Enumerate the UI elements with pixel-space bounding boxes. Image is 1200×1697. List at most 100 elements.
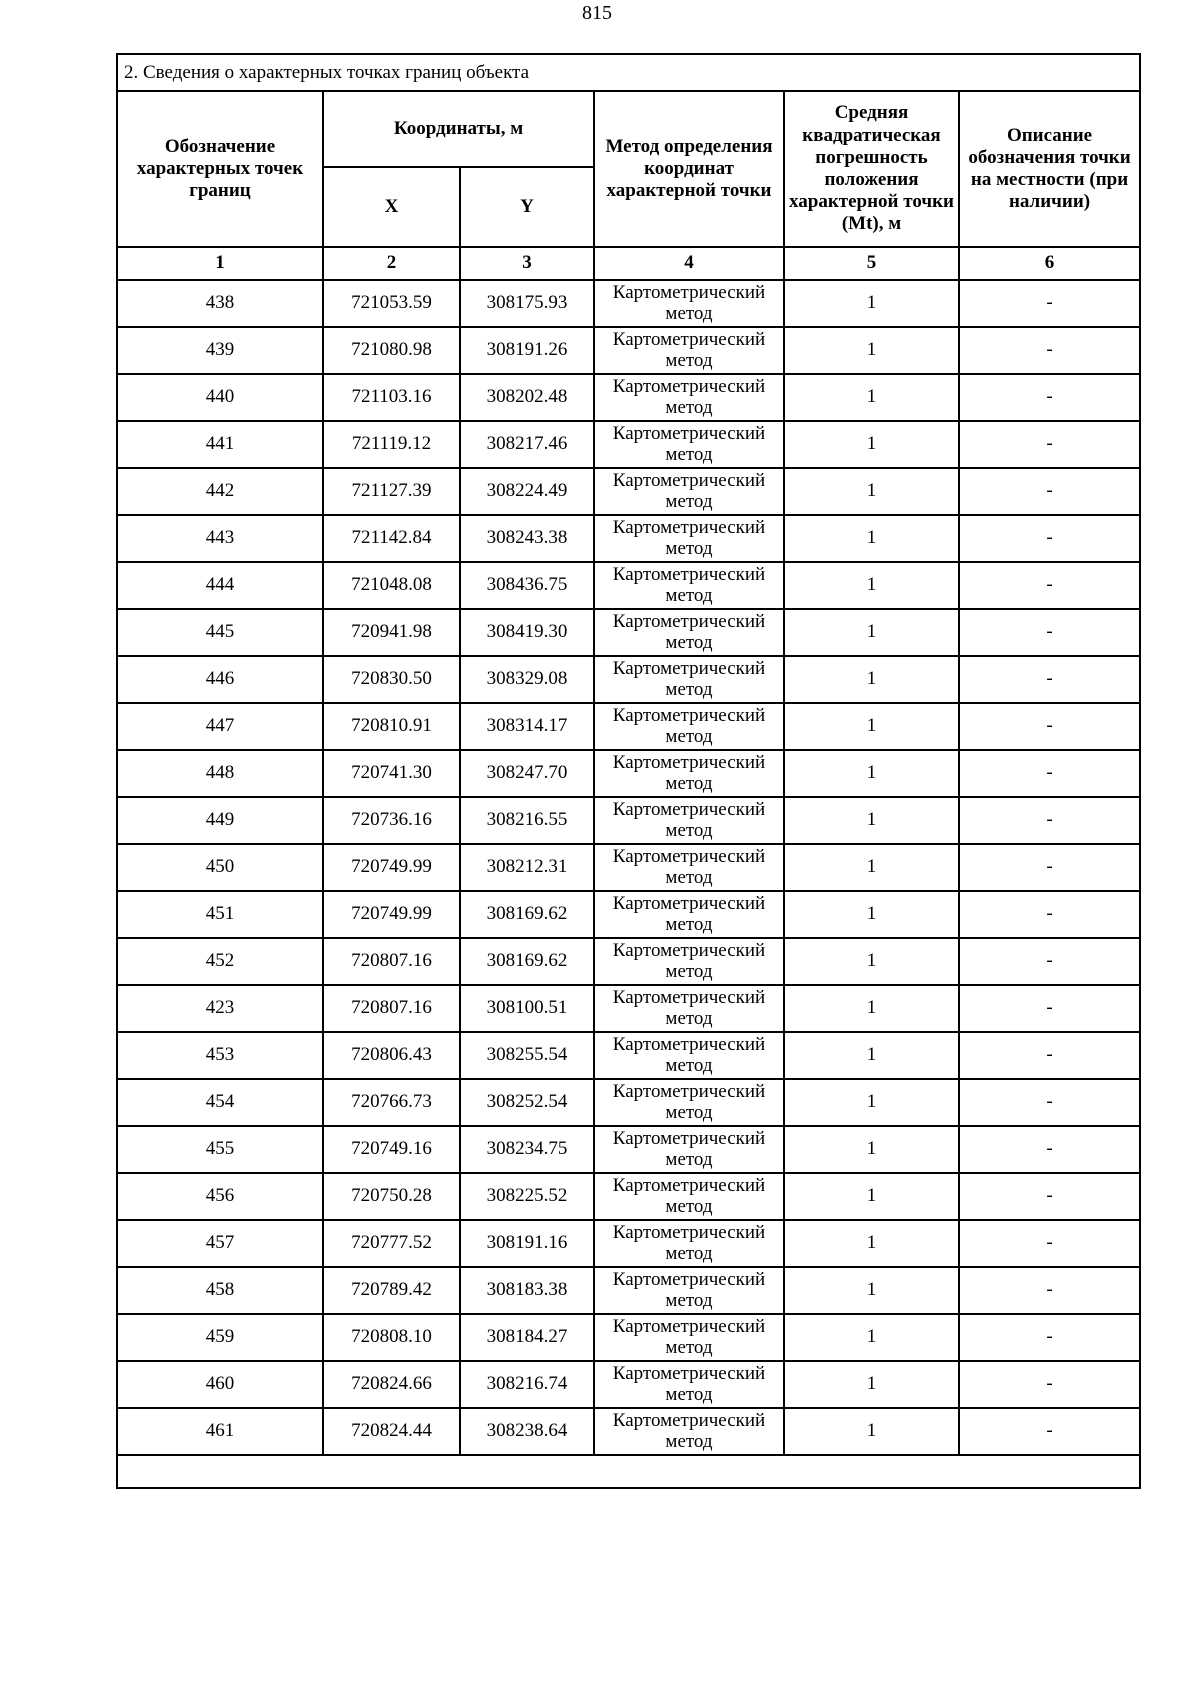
cell-method: Картометрический метод — [593, 1031, 785, 1080]
table-row: 448 720741.30 308247.70 Картометрический ме… — [116, 749, 1142, 798]
cell-mt: 1 — [783, 1313, 960, 1362]
cell-method: Картометрический метод — [593, 420, 785, 469]
cell-mt: 1 — [783, 1172, 960, 1221]
cell-x: 721053.59 — [322, 279, 461, 328]
cell-mt: 1 — [783, 796, 960, 845]
table-row: 444 721048.08 308436.75 Картометрический ме… — [116, 561, 1142, 610]
cell-point: 445 — [116, 608, 324, 657]
cell-description: - — [957, 655, 1142, 704]
table-title: 2. Сведения о характерных точках границ … — [115, 53, 1142, 92]
cell-x: 720777.52 — [322, 1219, 461, 1268]
cell-y: 308238.64 — [459, 1407, 595, 1456]
cell-point: 439 — [116, 326, 324, 375]
cell-description: - — [957, 890, 1142, 939]
table-row: 460 720824.66 308216.74 Картометрический ме… — [116, 1360, 1142, 1409]
cell-description: - — [957, 561, 1142, 610]
cell-method: Картометрический метод — [593, 1172, 785, 1221]
cell-point: 455 — [116, 1125, 324, 1174]
cell-x: 720806.43 — [322, 1031, 461, 1080]
table-row: 461 720824.44 308238.64 Картометрический ме… — [116, 1407, 1142, 1456]
cell-method: Картометрический метод — [593, 1266, 785, 1315]
column-number: 5 — [783, 246, 960, 281]
cell-description: - — [957, 326, 1142, 375]
cell-point: 442 — [116, 467, 324, 516]
cell-description: - — [957, 1125, 1142, 1174]
cell-point: 453 — [116, 1031, 324, 1080]
cell-mt: 1 — [783, 514, 960, 563]
cell-x: 721142.84 — [322, 514, 461, 563]
table-row: 423 720807.16 308100.51 Картометрический ме… — [116, 984, 1142, 1033]
cell-point: 441 — [116, 420, 324, 469]
cell-mt: 1 — [783, 608, 960, 657]
cell-mt: 1 — [783, 467, 960, 516]
cell-x: 720741.30 — [322, 749, 461, 798]
cell-description: - — [957, 1313, 1142, 1362]
table-row: 450 720749.99 308212.31 Картометрический ме… — [116, 843, 1142, 892]
table-row: 459 720808.10 308184.27 Картометрический ме… — [116, 1313, 1142, 1362]
column-number: 2 — [322, 246, 461, 281]
cell-point: 446 — [116, 655, 324, 704]
cell-x: 720807.16 — [322, 937, 461, 986]
cell-mt: 1 — [783, 937, 960, 986]
table-row: 449 720736.16 308216.55 Картометрический ме… — [116, 796, 1142, 845]
table-foot-section — [115, 1454, 1142, 1489]
cell-point: 456 — [116, 1172, 324, 1221]
table-row: 451 720749.99 308169.62 Картометрический ме… — [116, 890, 1142, 939]
cell-mt: 1 — [783, 984, 960, 1033]
cell-description: - — [957, 749, 1142, 798]
cell-mt: 1 — [783, 702, 960, 751]
cell-y: 308184.27 — [459, 1313, 595, 1362]
cell-y: 308202.48 — [459, 373, 595, 422]
cell-point: 448 — [116, 749, 324, 798]
cell-description: - — [957, 279, 1142, 328]
cell-method: Картометрический метод — [593, 890, 785, 939]
empty-cell — [115, 1454, 1142, 1489]
cell-mt: 1 — [783, 326, 960, 375]
cell-method: Картометрический метод — [593, 655, 785, 704]
cell-y: 308243.38 — [459, 514, 595, 563]
table-row: 441 721119.12 308217.46 Картометрический ме… — [116, 420, 1142, 469]
cell-x: 721080.98 — [322, 326, 461, 375]
cell-point: 459 — [116, 1313, 324, 1362]
cell-mt: 1 — [783, 420, 960, 469]
table-row: 457 720777.52 308191.16 Картометрический ме… — [116, 1219, 1142, 1268]
cell-point: 452 — [116, 937, 324, 986]
header-y: Y — [459, 166, 595, 248]
cell-mt: 1 — [783, 890, 960, 939]
cell-y: 308255.54 — [459, 1031, 595, 1080]
column-number: 3 — [459, 246, 595, 281]
cell-description: - — [957, 796, 1142, 845]
cell-x: 720941.98 — [322, 608, 461, 657]
cell-x: 720824.66 — [322, 1360, 461, 1409]
cell-point: 461 — [116, 1407, 324, 1456]
header-mt-error: Средняя квадратическая погрешность полож… — [783, 90, 960, 248]
cell-method: Картометрический метод — [593, 608, 785, 657]
cell-x: 720749.99 — [322, 890, 461, 939]
header-coordinates: Координаты, м — [322, 90, 595, 168]
cell-mt: 1 — [783, 561, 960, 610]
cell-method: Картометрический метод — [593, 561, 785, 610]
cell-y: 308216.74 — [459, 1360, 595, 1409]
table-row: 454 720766.73 308252.54 Картометрический ме… — [116, 1078, 1142, 1127]
cell-point: 454 — [116, 1078, 324, 1127]
cell-method: Картометрический метод — [593, 1407, 785, 1456]
cell-y: 308169.62 — [459, 937, 595, 986]
cell-method: Картометрический метод — [593, 279, 785, 328]
cell-x: 720766.73 — [322, 1078, 461, 1127]
table-body: 438 721053.59 308175.93 Картометрический ме… — [116, 279, 1142, 1456]
cell-x: 720830.50 — [322, 655, 461, 704]
cell-method: Картометрический метод — [593, 467, 785, 516]
cell-x: 720807.16 — [322, 984, 461, 1033]
cell-point: 447 — [116, 702, 324, 751]
cell-method: Картометрический метод — [593, 373, 785, 422]
table-row: 439 721080.98 308191.26 Картометрический ме… — [116, 326, 1142, 375]
cell-x: 721119.12 — [322, 420, 461, 469]
table-row: 452 720807.16 308169.62 Картометрический ме… — [116, 937, 1142, 986]
cell-point: 444 — [116, 561, 324, 610]
table-row: 453 720806.43 308255.54 Картометрический ме… — [116, 1031, 1142, 1080]
header-method: Метод определения координат характерной … — [593, 90, 785, 248]
cell-method: Картометрический метод — [593, 984, 785, 1033]
cell-mt: 1 — [783, 1360, 960, 1409]
cell-point: 440 — [116, 373, 324, 422]
cell-point: 450 — [116, 843, 324, 892]
